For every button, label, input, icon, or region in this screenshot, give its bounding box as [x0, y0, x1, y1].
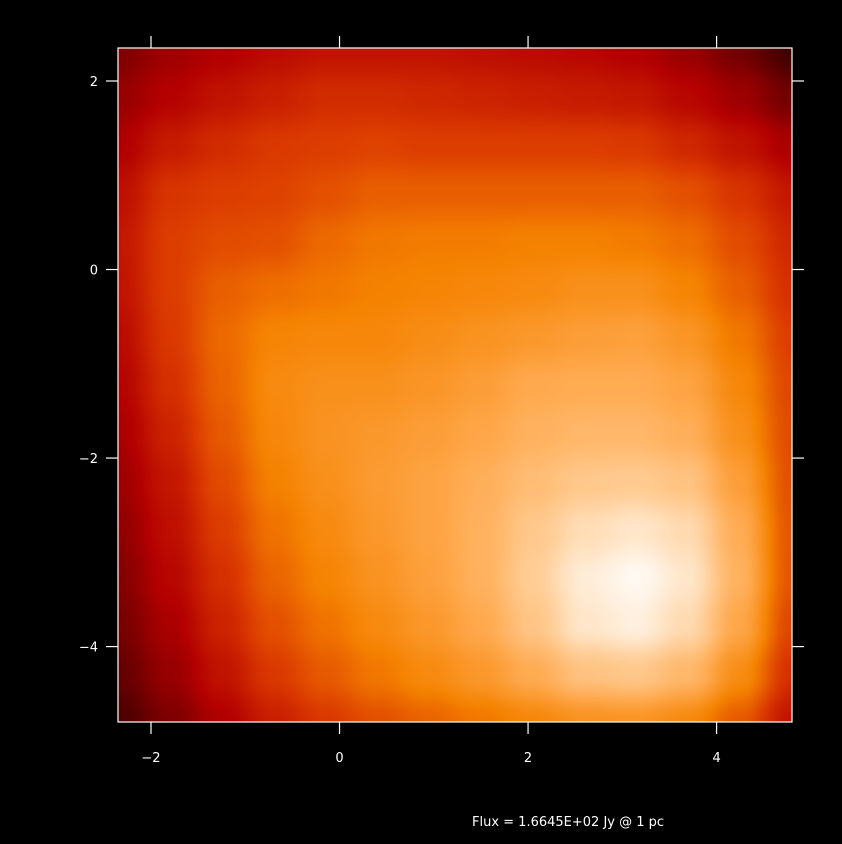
- y-tick-label: −2: [79, 452, 98, 467]
- heatmap-raster: [118, 48, 792, 722]
- flux-annotation: Flux = 1.6645E+02 Jy @ 1 pc: [472, 815, 664, 830]
- y-tick-label: 2: [90, 75, 98, 90]
- x-tick-label: −2: [141, 751, 160, 766]
- x-tick-label: 4: [712, 751, 720, 766]
- intensity-image: [118, 48, 792, 722]
- y-tick-label: 0: [90, 264, 98, 279]
- axis-tick-labels: −2 0 2 4 2 0 −2 −4: [79, 75, 721, 766]
- x-tick-label: 0: [335, 751, 343, 766]
- plot-frame: [117, 47, 793, 723]
- axis-ticks: [106, 36, 804, 734]
- y-tick-label: −4: [79, 641, 98, 656]
- x-tick-label: 2: [524, 751, 532, 766]
